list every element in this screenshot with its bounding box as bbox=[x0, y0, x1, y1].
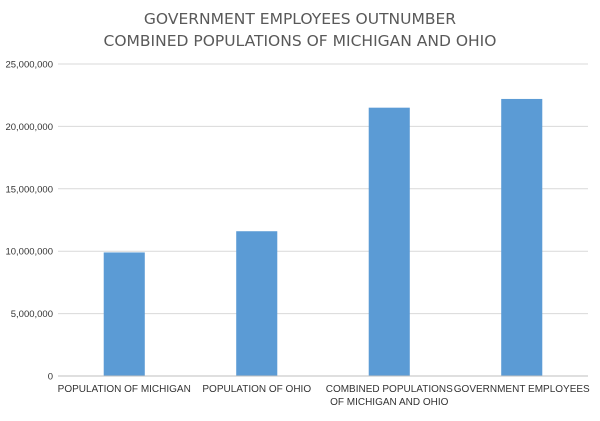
y-tick-label: 15,000,000 bbox=[5, 184, 53, 195]
x-category-label: GOVERNMENT EMPLOYEES bbox=[454, 384, 590, 395]
y-tick-label: 10,000,000 bbox=[5, 247, 53, 258]
y-axis-tick-labels: 0 5,000,000 10,000,000 15,000,000 20,000,000… bbox=[5, 60, 53, 383]
x-category-label: POPULATION OF OHIO bbox=[202, 384, 311, 395]
bar bbox=[501, 98, 543, 376]
chart-title-line-1: GOVERNMENT EMPLOYEES OUTNUMBER bbox=[143, 10, 457, 28]
y-tick-label: 5,000,000 bbox=[11, 309, 53, 320]
y-tick-label: 20,000,000 bbox=[5, 122, 53, 133]
category-labels: POPULATION OF MICHIGAN POPULATION OF OHIO… bbox=[58, 384, 590, 408]
y-tick-label: 25,000,000 bbox=[5, 60, 53, 71]
bar bbox=[103, 252, 145, 376]
x-category-label: COMBINED POPULATIONS bbox=[326, 384, 453, 395]
y-tick-label: 0 bbox=[48, 372, 53, 383]
bars bbox=[103, 98, 543, 377]
gridlines bbox=[58, 63, 588, 315]
bar bbox=[368, 107, 410, 377]
x-category-label: OF MICHIGAN AND OHIO bbox=[330, 397, 449, 408]
bar bbox=[236, 231, 278, 376]
chart-title-line-2: COMBINED POPULATIONS OF MICHIGAN AND OHI… bbox=[103, 32, 497, 50]
x-category-label: POPULATION OF MICHIGAN bbox=[58, 384, 191, 395]
chart-title: GOVERNMENT EMPLOYEES OUTNUMBER COMBINED … bbox=[0, 8, 600, 52]
